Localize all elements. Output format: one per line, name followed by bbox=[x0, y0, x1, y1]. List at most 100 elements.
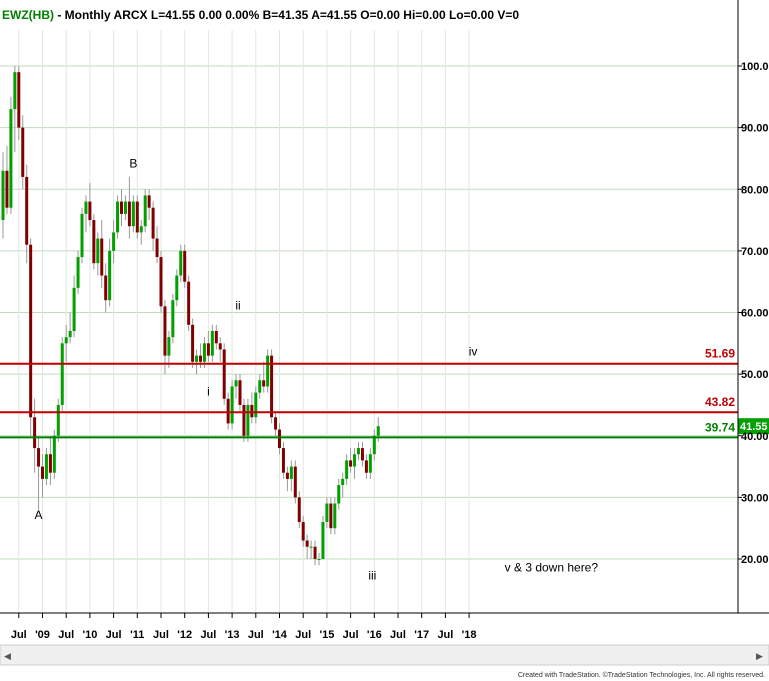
candle-body bbox=[341, 478, 345, 486]
y-tick-label: 80.00 bbox=[741, 184, 769, 196]
candle-body bbox=[84, 201, 88, 214]
candle-body bbox=[5, 170, 9, 208]
wave-label: iv bbox=[469, 345, 478, 359]
candle-body bbox=[368, 454, 372, 473]
candle-body bbox=[214, 330, 218, 344]
candle-body bbox=[317, 559, 321, 560]
x-tick-label: Jul bbox=[437, 629, 453, 641]
x-axis: Jul '09 Jul '10 Jul '11 Jul '12 Jul '13 Jul '14 Jul '… bbox=[11, 613, 477, 641]
candle-body bbox=[199, 355, 202, 362]
candle-body bbox=[195, 355, 199, 362]
candle-body bbox=[254, 392, 258, 418]
candles bbox=[1, 66, 380, 566]
candle-body bbox=[80, 213, 84, 258]
candle-body bbox=[167, 337, 171, 356]
candle-body bbox=[333, 503, 337, 529]
candle-body bbox=[250, 404, 254, 418]
candle-body bbox=[76, 257, 80, 288]
x-tick-label: Jul bbox=[58, 629, 74, 641]
scroll-right-icon[interactable]: ▶ bbox=[756, 651, 763, 661]
x-tick-label: Jul bbox=[343, 629, 359, 641]
candle-body bbox=[120, 201, 123, 214]
y-tick-label: 30.00 bbox=[741, 492, 769, 504]
x-tick-label: Jul bbox=[295, 629, 311, 641]
candle-body bbox=[127, 201, 131, 227]
x-tick-label: '13 bbox=[225, 629, 240, 641]
chart-header: EWZ(HB) - Monthly ARCX L=41.55 0.00 0.00… bbox=[2, 8, 519, 22]
candle-body bbox=[17, 72, 21, 128]
candle-body bbox=[270, 355, 274, 418]
x-tick-label: '09 bbox=[35, 629, 50, 641]
candle-body bbox=[305, 540, 309, 547]
candle-body bbox=[163, 306, 167, 356]
candle-body bbox=[9, 109, 13, 208]
wave-label: A bbox=[35, 508, 43, 522]
wave-label: ii bbox=[235, 298, 240, 312]
x-tick-label: '10 bbox=[82, 629, 97, 641]
wave-label: v & 3 down here? bbox=[505, 560, 599, 574]
candle-body bbox=[345, 460, 349, 479]
candle-body bbox=[52, 435, 56, 473]
x-tick-label: Jul bbox=[390, 629, 406, 641]
x-tick-label: '14 bbox=[272, 629, 288, 641]
candle-body bbox=[155, 238, 159, 258]
candle-body bbox=[289, 466, 293, 479]
y-tick-label: 50.00 bbox=[741, 369, 769, 381]
level-lines: 51.69 43.82 39.74 41.55 bbox=[0, 347, 769, 439]
candle-body bbox=[183, 250, 187, 282]
candle-body bbox=[139, 226, 143, 233]
candle-body bbox=[278, 429, 281, 449]
y-tick-label: 100.00 bbox=[741, 61, 769, 73]
candle-body bbox=[131, 201, 135, 227]
candle-body bbox=[159, 257, 163, 307]
candle-body bbox=[360, 448, 364, 461]
x-tick-label: '18 bbox=[462, 629, 477, 641]
candle-body bbox=[33, 417, 37, 449]
candle-body bbox=[48, 454, 52, 473]
horizontal-scrollbar[interactable] bbox=[0, 644, 769, 666]
candle-body bbox=[329, 503, 333, 529]
candle-body bbox=[364, 460, 368, 473]
x-tick-label: '17 bbox=[414, 629, 429, 641]
candle-body bbox=[187, 281, 191, 325]
candle-body bbox=[372, 435, 376, 455]
candle-body bbox=[147, 195, 151, 208]
candle-body bbox=[179, 250, 183, 276]
candle-body bbox=[222, 349, 226, 399]
level-label: 39.74 bbox=[705, 420, 735, 434]
candle-body bbox=[1, 170, 5, 221]
candle-body bbox=[29, 244, 33, 418]
candle-body bbox=[258, 380, 262, 393]
candle-body bbox=[41, 466, 44, 479]
candle-body bbox=[104, 275, 108, 301]
y-tick-label: 90.00 bbox=[741, 123, 769, 135]
candle-body bbox=[123, 201, 127, 214]
credit-text: Created with TradeStation. ©TradeStation… bbox=[518, 671, 765, 679]
candle-body bbox=[112, 232, 116, 251]
candle-body bbox=[238, 380, 242, 405]
candle-body bbox=[337, 485, 341, 504]
candle-body bbox=[210, 330, 214, 356]
y-tick-label: 70.00 bbox=[741, 246, 769, 258]
candle-body bbox=[218, 343, 222, 350]
candle-body bbox=[285, 472, 289, 479]
candle-body bbox=[72, 287, 76, 331]
candle-body bbox=[191, 324, 195, 362]
x-tick-label: Jul bbox=[200, 629, 216, 641]
scroll-left-icon[interactable]: ◀ bbox=[4, 651, 11, 661]
candle-body bbox=[266, 355, 270, 387]
candle-body bbox=[143, 195, 147, 227]
candle-body bbox=[64, 337, 68, 344]
candle-body bbox=[293, 466, 297, 498]
candle-body bbox=[68, 330, 72, 338]
candle-body bbox=[274, 417, 278, 430]
candle-body bbox=[21, 127, 25, 177]
candle-body bbox=[246, 404, 250, 436]
candle-body bbox=[349, 460, 353, 467]
level-label: 51.69 bbox=[705, 347, 735, 361]
x-tick-label: Jul bbox=[248, 629, 264, 641]
symbol-label: EWZ(HB) bbox=[2, 8, 54, 22]
